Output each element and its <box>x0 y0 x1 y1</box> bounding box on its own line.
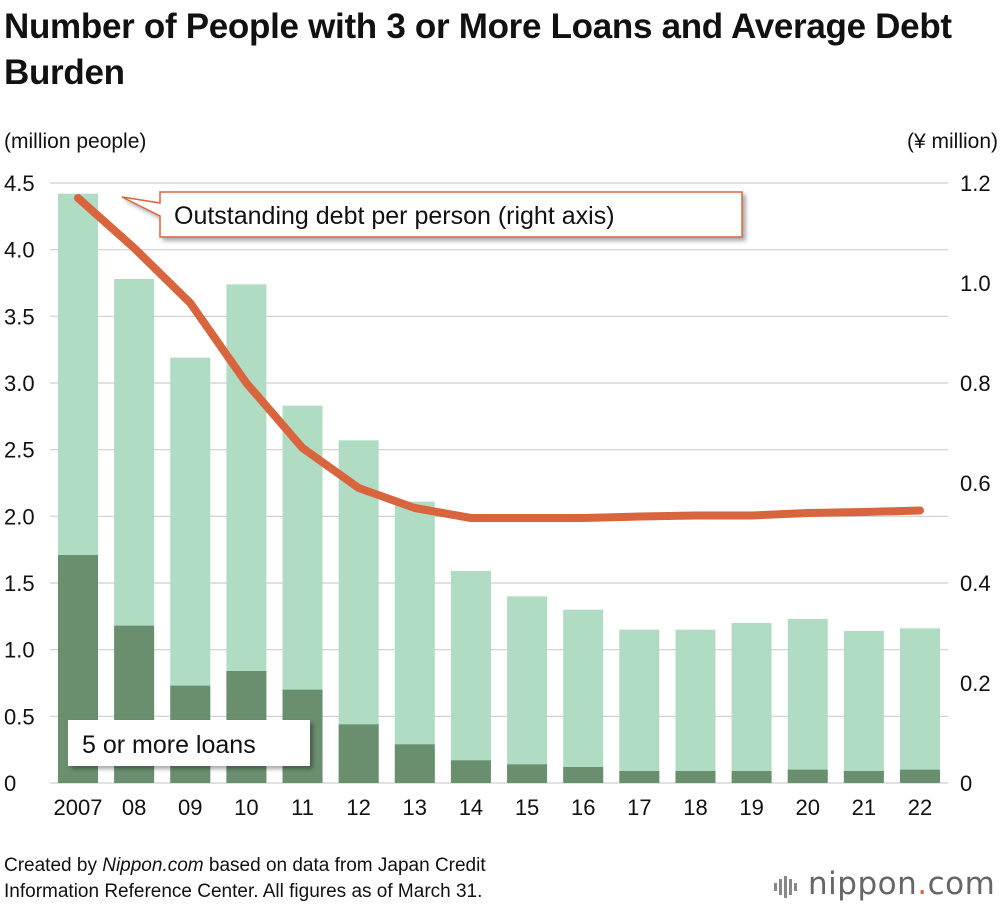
bar-5-or-more <box>843 771 884 783</box>
bar-3-or-more <box>563 609 604 783</box>
right-tick-label: 0.2 <box>960 671 991 696</box>
chart-title: Number of People with 3 or More Loans an… <box>4 7 952 92</box>
x-tick-label: 2007 <box>54 795 103 820</box>
x-tick-label: 14 <box>459 795 483 820</box>
x-tick-label: 20 <box>795 795 819 820</box>
footer-credit: Created by Nippon.com based on data from… <box>4 855 486 902</box>
x-tick-label: 10 <box>234 795 258 820</box>
bar-3-or-more <box>675 629 716 783</box>
left-tick-label: 3.0 <box>4 371 35 396</box>
right-tick-label: 0.8 <box>960 371 991 396</box>
credit-source: Nippon.com <box>102 855 204 876</box>
right-tick-label: 0.6 <box>960 471 991 496</box>
bar-5-or-more <box>900 769 940 783</box>
left-tick-label: 4.5 <box>4 171 35 196</box>
bar-3-or-more <box>843 631 884 783</box>
left-tick-label: 3.5 <box>4 304 35 329</box>
left-tick-label: 2.5 <box>4 438 35 463</box>
bar-3-or-more <box>507 596 548 783</box>
x-tick-label: 13 <box>403 795 427 820</box>
right-tick-label: 1.2 <box>960 171 991 196</box>
left-tick-label: 2.0 <box>4 504 35 529</box>
left-tick-label: 4.0 <box>4 238 35 263</box>
x-tick-label: 11 <box>291 795 314 820</box>
bar-5-or-more <box>675 771 716 783</box>
x-tick-label: 16 <box>571 795 595 820</box>
bar-3-or-more <box>731 623 772 783</box>
right-axis-ticks: 0 0.2 0.4 0.6 0.8 1.0 1.2 <box>960 171 991 796</box>
callout-debt-label: Outstanding debt per person (right axis) <box>174 202 615 230</box>
x-tick-label: 21 <box>852 795 876 820</box>
x-tick-label: 22 <box>908 795 932 820</box>
x-tick-label: 17 <box>627 795 651 820</box>
right-tick-label: 0.4 <box>960 571 991 596</box>
bar-5-or-more <box>394 744 435 783</box>
debt-per-person-line <box>74 194 924 522</box>
nippon-logo-icon <box>774 876 797 898</box>
chart-area: 00.51.01.52.02.53.03.54.04.5 00.20.40.60… <box>4 130 998 820</box>
x-tick-label: 15 <box>515 795 539 820</box>
x-tick-label: 18 <box>683 795 707 820</box>
right-tick-label: 0 <box>960 771 972 796</box>
bar-5-or-more <box>731 771 772 783</box>
left-axis-ticks: 0 0.5 1.0 1.5 2.0 2.5 3.0 3.5 4.0 4.5 <box>4 171 35 796</box>
bar-3-or-more <box>619 629 660 783</box>
x-axis-ticks: 2007 08 09 10 11 12 13 14 15 16 17 18 19 20 21 22 <box>54 795 933 820</box>
nippon-logo: nippon.com <box>808 866 996 902</box>
bar-5-or-more <box>507 764 548 783</box>
x-tick-label: 12 <box>346 795 370 820</box>
right-axis-label: (¥ million) <box>907 130 998 153</box>
bar-5-or-more <box>619 771 660 783</box>
bar-3-or-more <box>450 571 491 783</box>
bar-5-or-more <box>450 760 491 783</box>
left-tick-label: 1.0 <box>4 638 35 663</box>
left-axis-label: (million people) <box>4 130 146 153</box>
left-tick-label: 0.5 <box>4 704 35 729</box>
callout-five-label: 5 or more loans <box>82 731 256 759</box>
callout-5-or-more: 5 or more loans <box>68 720 310 766</box>
x-tick-label: 09 <box>178 795 202 820</box>
bar-3-or-more <box>394 501 435 783</box>
left-tick-label: 0 <box>4 771 16 796</box>
bar-3-or-more <box>900 628 940 783</box>
bar-5-or-more <box>787 769 828 783</box>
x-tick-label: 08 <box>122 795 146 820</box>
x-tick-label: 19 <box>739 795 763 820</box>
right-tick-label: 1.0 <box>960 271 991 296</box>
bar-5-or-more <box>563 767 604 783</box>
debt-line <box>74 194 924 522</box>
bar-5-or-more <box>338 724 379 783</box>
callout-debt-per-person: Outstanding debt per person (right axis) <box>121 191 743 238</box>
left-tick-label: 1.5 <box>4 571 35 596</box>
bar-3-or-more <box>787 619 828 783</box>
